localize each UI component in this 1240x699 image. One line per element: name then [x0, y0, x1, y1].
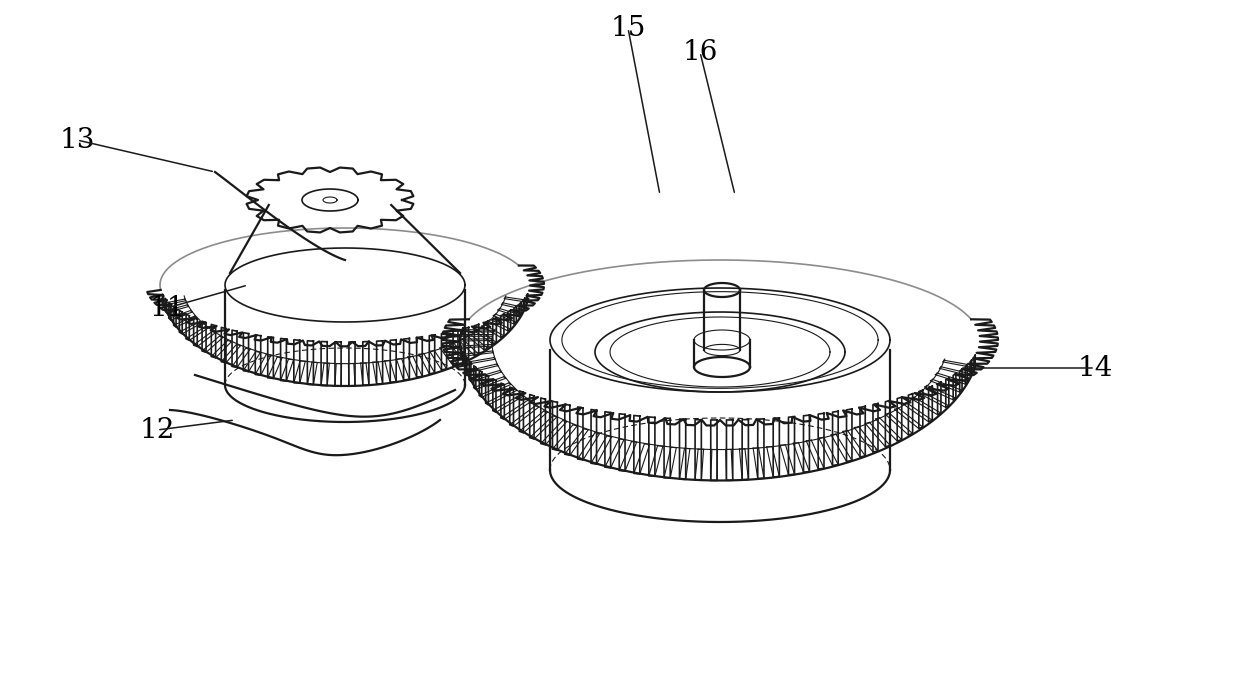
Text: 11: 11 [149, 294, 185, 322]
Text: 15: 15 [610, 15, 646, 41]
Text: 14: 14 [1078, 354, 1112, 382]
Text: 12: 12 [139, 417, 175, 443]
Text: 16: 16 [682, 38, 718, 66]
Text: 13: 13 [60, 127, 94, 154]
